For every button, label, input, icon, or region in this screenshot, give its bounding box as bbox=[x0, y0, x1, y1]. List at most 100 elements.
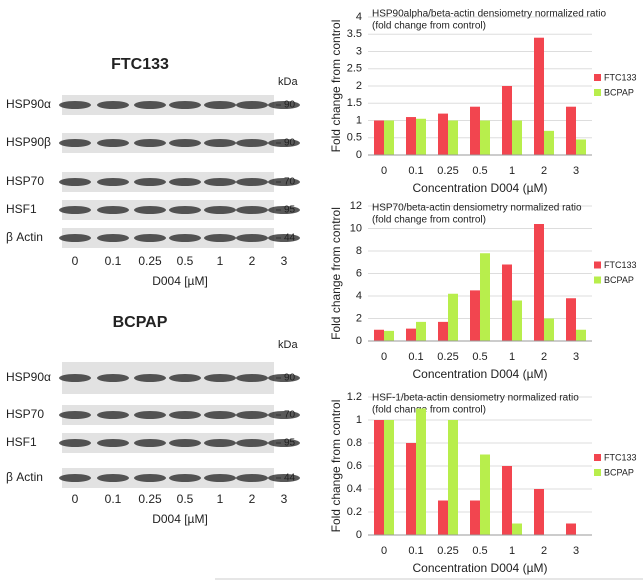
band bbox=[169, 178, 201, 186]
band bbox=[236, 206, 268, 214]
y-tick-label: 1.2 bbox=[347, 391, 362, 403]
bar bbox=[502, 86, 512, 155]
legend-label: BCPAP bbox=[604, 87, 634, 97]
y-tick-label: 3.5 bbox=[347, 28, 362, 40]
lane-label: 1 bbox=[217, 254, 224, 268]
legend-swatch bbox=[594, 276, 601, 284]
lane-label: 0.5 bbox=[177, 492, 194, 506]
bar bbox=[438, 321, 448, 341]
protein-label: HSP90α bbox=[6, 97, 51, 111]
bar bbox=[374, 120, 384, 155]
y-tick-label: 2.5 bbox=[347, 63, 362, 75]
bar bbox=[384, 120, 394, 155]
chart: 0 0.5 1 1.5 2 2.5 3 3.5 4 HSP90alpha/beta-actin d… bbox=[329, 9, 636, 196]
x-tick-label: 0.1 bbox=[408, 545, 423, 557]
y-tick-label: 0.4 bbox=[347, 483, 362, 495]
band bbox=[204, 474, 236, 482]
x-tick-label: 2 bbox=[541, 165, 547, 177]
y-tick-label: 2 bbox=[356, 80, 362, 92]
band bbox=[268, 139, 300, 147]
band bbox=[169, 411, 201, 419]
bar bbox=[438, 113, 448, 155]
protein-label: HSP70 bbox=[6, 174, 44, 188]
bar bbox=[448, 120, 458, 155]
y-tick-label: 3 bbox=[356, 45, 362, 57]
x-tick-label: 0.5 bbox=[472, 165, 487, 177]
y-axis-label: Fold change from control bbox=[329, 400, 343, 533]
kda-value: 44 bbox=[284, 473, 296, 484]
band bbox=[97, 178, 129, 186]
bar bbox=[534, 224, 544, 341]
blot-panel: BCPAP kDa HSP90α 90 HSP70 70 HSF1 95 β Actin 44 0 0… bbox=[6, 314, 300, 526]
y-tick-label: 4 bbox=[356, 290, 362, 302]
legend-label: BCPAP bbox=[604, 275, 634, 285]
x-tick-label: 1 bbox=[509, 165, 515, 177]
chart-title: HSF-1/beta-actin densiometry normalized … bbox=[372, 393, 579, 404]
band bbox=[268, 178, 300, 186]
y-tick-label: 0 bbox=[356, 149, 362, 161]
band bbox=[204, 101, 236, 109]
lane-label: 1 bbox=[217, 492, 224, 506]
x-tick-label: 1 bbox=[509, 545, 515, 557]
band bbox=[169, 439, 201, 447]
y-tick-label: 0.2 bbox=[347, 506, 362, 518]
blot-strip bbox=[62, 228, 274, 248]
x-tick-label: 0.5 bbox=[472, 545, 487, 557]
x-axis-label: Concentration D004 (µM) bbox=[413, 181, 548, 195]
protein-label: β Actin bbox=[6, 470, 43, 484]
lane-label: 2 bbox=[249, 492, 256, 506]
band bbox=[236, 234, 268, 242]
chart-title: HSP90alpha/beta-actin densiometry normal… bbox=[372, 9, 606, 20]
protein-label: HSF1 bbox=[6, 202, 37, 216]
x-tick-label: 0 bbox=[381, 351, 387, 363]
blot-x-label: D004 [µM] bbox=[152, 512, 208, 526]
band bbox=[134, 474, 166, 482]
band bbox=[236, 139, 268, 147]
legend-label: FTC133 bbox=[604, 452, 637, 462]
lane-label: 0.25 bbox=[138, 254, 162, 268]
band bbox=[204, 374, 236, 382]
x-tick-label: 3 bbox=[573, 545, 579, 557]
chart-title: (fold change from control) bbox=[372, 405, 486, 416]
x-tick-label: 0 bbox=[381, 545, 387, 557]
y-tick-label: 2 bbox=[356, 312, 362, 324]
band bbox=[169, 139, 201, 147]
kda-value: 70 bbox=[284, 410, 296, 421]
band bbox=[59, 439, 91, 447]
y-tick-label: 10 bbox=[350, 222, 362, 234]
x-tick-label: 0 bbox=[381, 165, 387, 177]
bar bbox=[480, 253, 490, 341]
y-tick-label: 0 bbox=[356, 529, 362, 541]
lane-label: 3 bbox=[281, 492, 288, 506]
band bbox=[97, 206, 129, 214]
x-tick-label: 1 bbox=[509, 351, 515, 363]
bar bbox=[448, 420, 458, 535]
band bbox=[169, 474, 201, 482]
bar bbox=[566, 523, 576, 535]
band bbox=[59, 234, 91, 242]
band bbox=[97, 374, 129, 382]
kda-value: 44 bbox=[284, 233, 296, 244]
band bbox=[236, 178, 268, 186]
band bbox=[204, 411, 236, 419]
legend-label: FTC133 bbox=[604, 260, 637, 270]
kda-value: 90 bbox=[284, 100, 296, 111]
band bbox=[169, 206, 201, 214]
lane-label: 0.1 bbox=[105, 492, 122, 506]
band bbox=[59, 374, 91, 382]
bar bbox=[544, 130, 554, 155]
blot-strip bbox=[62, 95, 274, 115]
x-axis-label: Concentration D004 (µM) bbox=[413, 561, 548, 575]
bar bbox=[416, 408, 426, 535]
x-tick-label: 3 bbox=[573, 165, 579, 177]
bar bbox=[406, 443, 416, 535]
blot-panel: FTC133 kDa HSP90α 90 HSP90β 90 HSP70 70 HSF1 95 β … bbox=[6, 56, 300, 288]
x-tick-label: 3 bbox=[573, 351, 579, 363]
y-tick-label: 6 bbox=[356, 267, 362, 279]
bar bbox=[470, 500, 480, 535]
y-tick-label: 1 bbox=[356, 414, 362, 426]
kda-value: 95 bbox=[284, 205, 296, 216]
blot-strip bbox=[62, 200, 274, 220]
